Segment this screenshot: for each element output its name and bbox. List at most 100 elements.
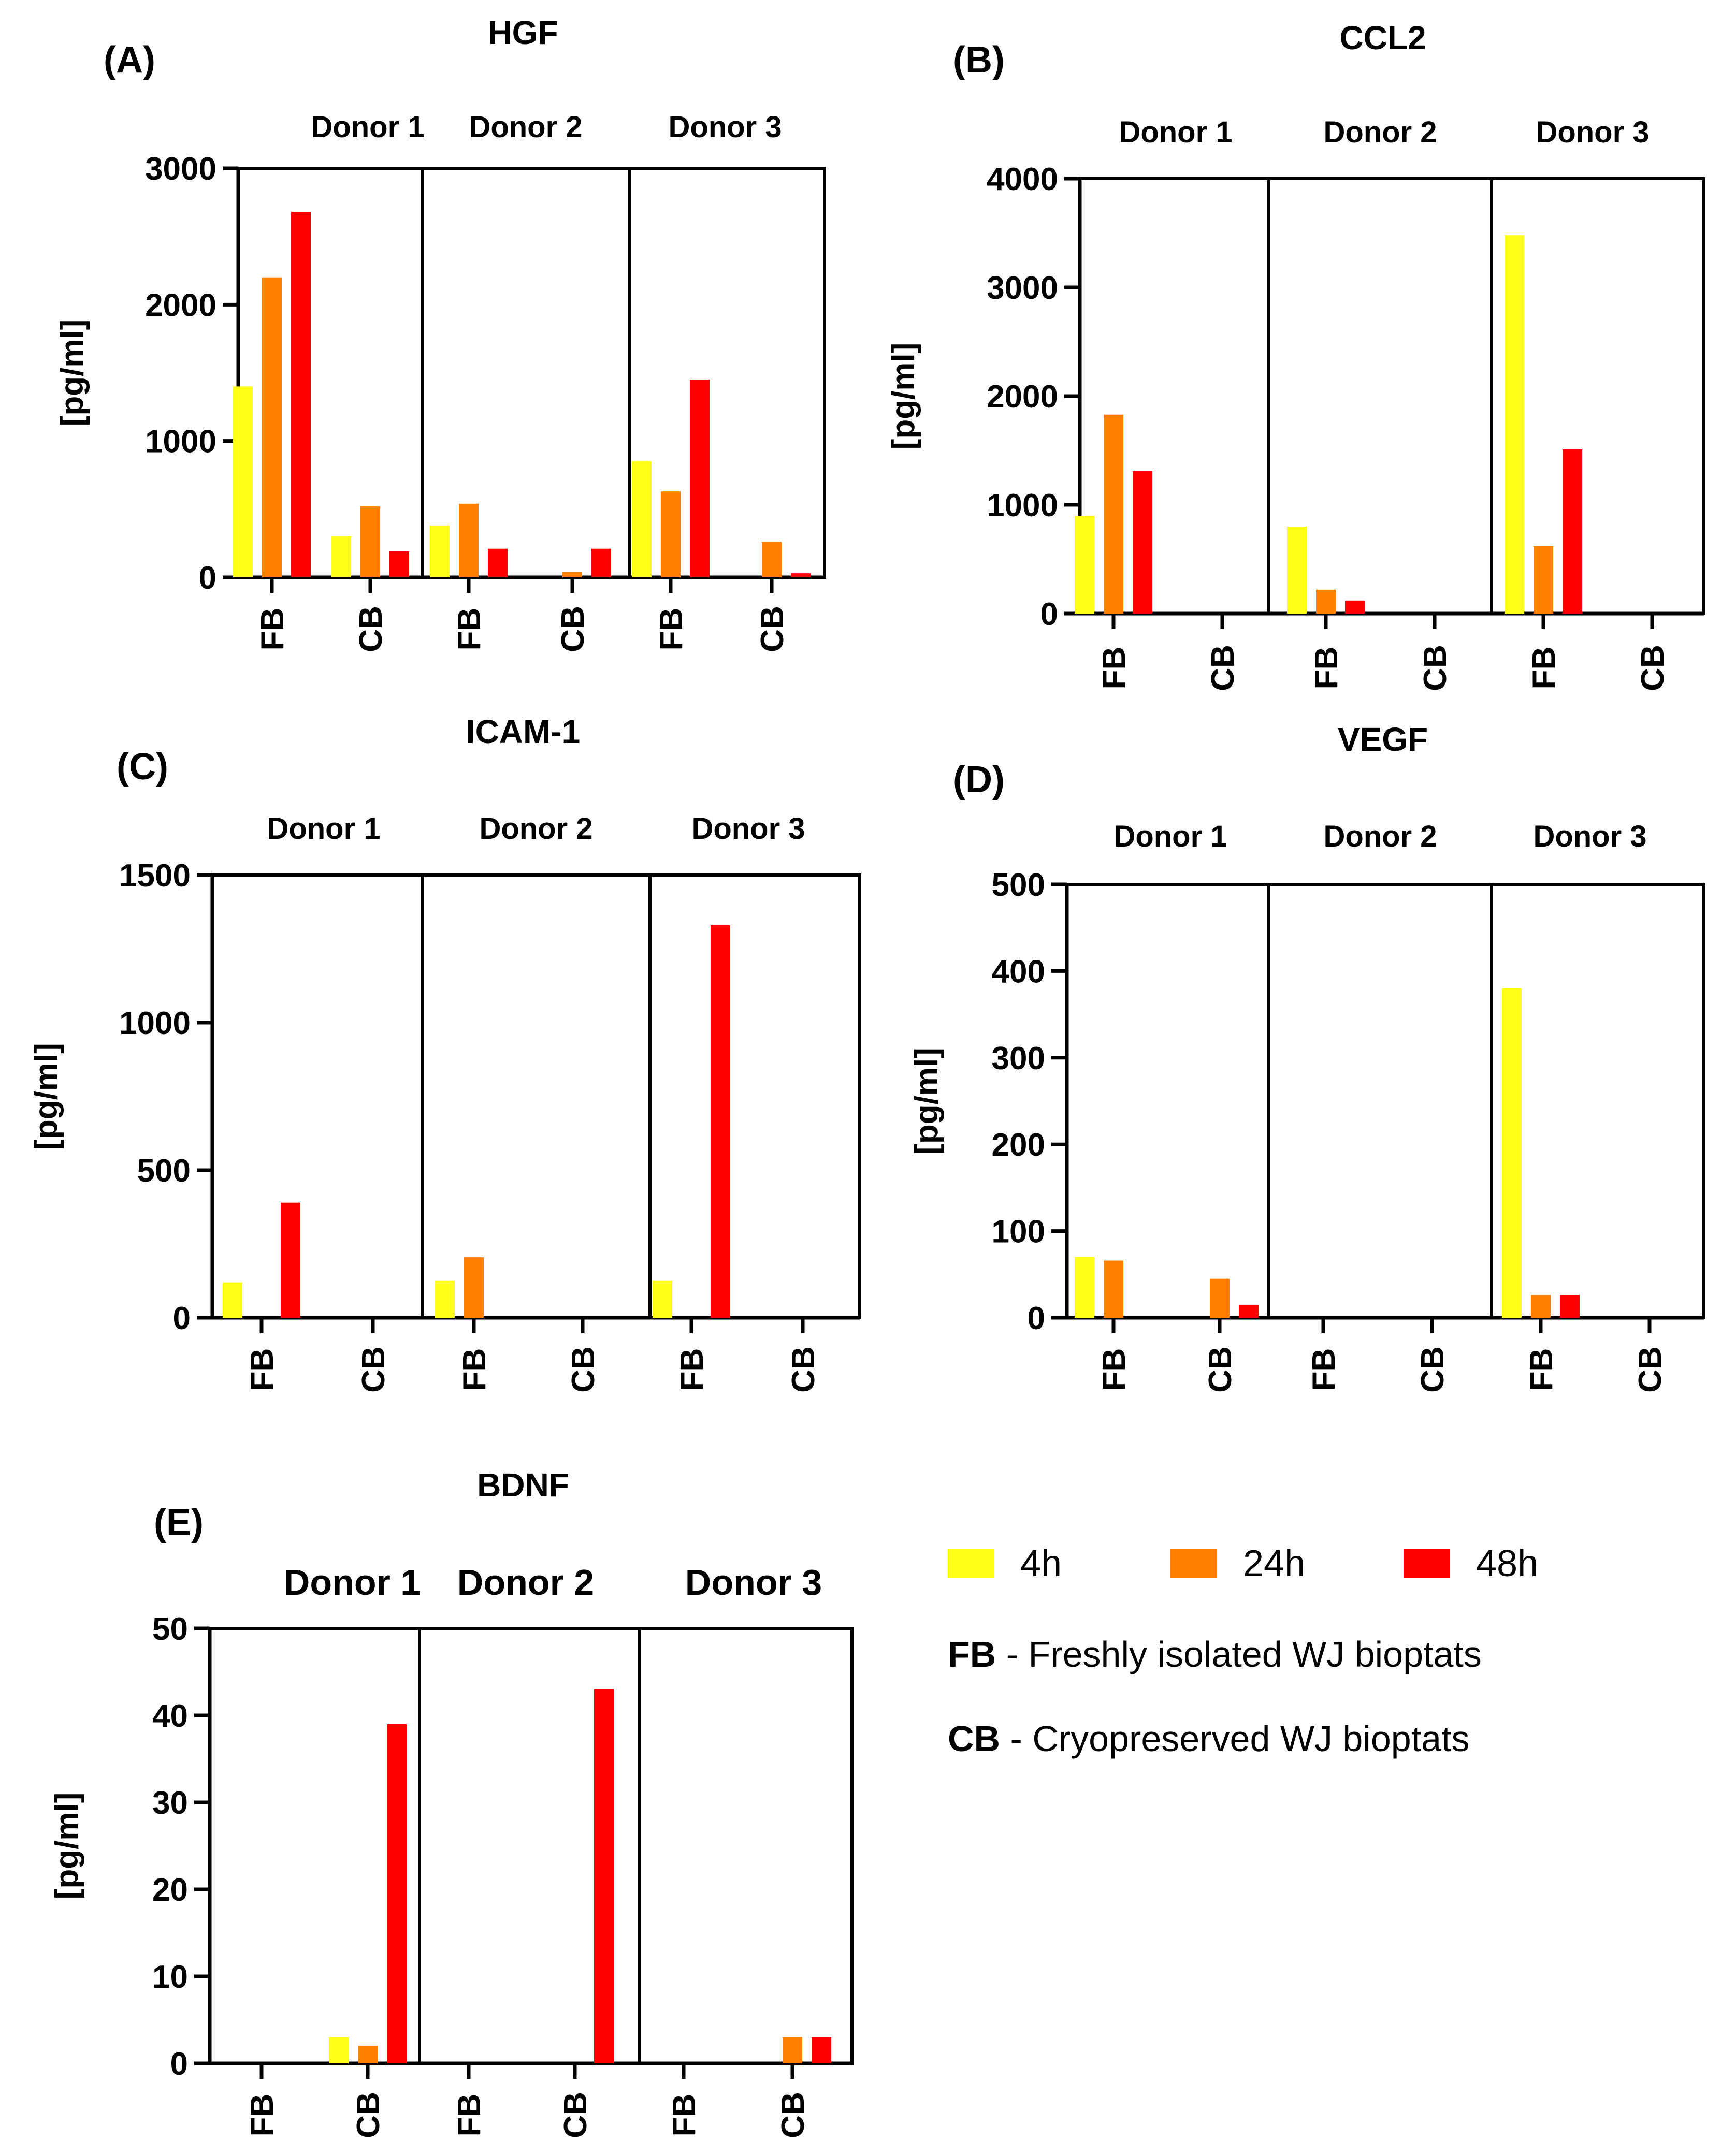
legend-swatch-4h bbox=[948, 1549, 994, 1578]
y-axis-label: [pg/ml] bbox=[909, 1047, 945, 1155]
donor-label: Donor 1 bbox=[1113, 820, 1227, 853]
bar bbox=[1534, 546, 1553, 614]
y-tick-label: 20 bbox=[152, 1872, 188, 1908]
chart-title: BDNF bbox=[477, 1466, 569, 1504]
x-tick-label: CB bbox=[555, 606, 591, 652]
chart-title: HGF bbox=[488, 14, 558, 51]
donor-label: Donor 2 bbox=[457, 1562, 594, 1603]
bar bbox=[1505, 235, 1524, 614]
donor-box bbox=[1065, 883, 1270, 1319]
y-tick-label: 2000 bbox=[987, 379, 1058, 415]
donor-box bbox=[1490, 883, 1705, 1319]
chart-panel-2: (C) ICAM-1 [pg/ml] 0 500 1000 1500 Donor 1 FB CB D… bbox=[28, 713, 861, 1393]
x-tick-label: CB bbox=[1418, 645, 1453, 691]
donor-label: Donor 1 bbox=[1119, 115, 1232, 149]
panel-label: (B) bbox=[953, 39, 1005, 81]
bar bbox=[435, 1280, 455, 1318]
donor-box bbox=[211, 873, 424, 1319]
x-tick-label: CB bbox=[1415, 1346, 1451, 1393]
bar bbox=[389, 551, 409, 577]
legend-note-cb-text: - Cryopreserved WJ bioptats bbox=[1000, 1718, 1470, 1759]
chart-panel-1: (B) CCL2 [pg/ml] 0 1000 2000 3000 4000 Donor 1 FB… bbox=[886, 19, 1705, 691]
y-tick-label: 3000 bbox=[145, 151, 216, 187]
bar bbox=[690, 380, 710, 577]
x-tick-label: FB bbox=[1526, 647, 1562, 690]
donor-label: Donor 2 bbox=[479, 812, 592, 846]
y-tick-label: 30 bbox=[152, 1785, 188, 1821]
bar bbox=[1239, 1304, 1259, 1318]
panel-label: (A) bbox=[104, 39, 155, 81]
donor-label: Donor 3 bbox=[668, 110, 782, 144]
x-tick-label: CB bbox=[1203, 1346, 1238, 1393]
y-tick-label: 10 bbox=[152, 1959, 188, 1995]
donor-label: Donor 1 bbox=[284, 1562, 421, 1603]
x-tick-label: FB bbox=[244, 1348, 280, 1391]
bar bbox=[430, 525, 450, 577]
y-tick-label: 3000 bbox=[987, 270, 1058, 306]
x-tick-label: CB bbox=[755, 606, 790, 652]
bar bbox=[459, 503, 479, 577]
bar bbox=[1563, 449, 1582, 614]
bar bbox=[464, 1257, 484, 1318]
bar bbox=[762, 542, 782, 577]
chart-title: VEGF bbox=[1338, 721, 1428, 758]
y-tick-label: 500 bbox=[137, 1153, 191, 1189]
bar bbox=[331, 536, 351, 577]
legend-item-24h: 24h bbox=[1170, 1543, 1305, 1584]
x-tick-label: CB bbox=[353, 606, 389, 652]
x-tick-label: FB bbox=[244, 2094, 280, 2137]
panel-label: (D) bbox=[953, 759, 1005, 800]
y-tick-label: 1000 bbox=[119, 1006, 191, 1041]
y-tick-label: 0 bbox=[199, 560, 216, 596]
y-tick-label: 1500 bbox=[119, 858, 191, 894]
donor-label: Donor 3 bbox=[1533, 820, 1646, 853]
y-tick-label: 50 bbox=[152, 1611, 188, 1647]
x-tick-label: FB bbox=[674, 1348, 710, 1391]
y-tick-label: 40 bbox=[152, 1698, 188, 1734]
bar bbox=[562, 572, 582, 577]
donor-box bbox=[421, 167, 631, 579]
y-axis-label: [pg/ml] bbox=[28, 1043, 64, 1150]
bar bbox=[1502, 988, 1522, 1318]
bar bbox=[594, 1689, 614, 2063]
x-tick-label: FB bbox=[452, 2094, 487, 2137]
donor-label: Donor 1 bbox=[311, 110, 424, 144]
y-axis-label: [pg/ml] bbox=[886, 343, 921, 450]
y-tick-label: 0 bbox=[1040, 596, 1058, 632]
x-tick-label: FB bbox=[1096, 647, 1132, 690]
donor-label: Donor 3 bbox=[1536, 115, 1649, 149]
bar bbox=[291, 212, 311, 577]
x-tick-label: CB bbox=[351, 2092, 386, 2138]
bar bbox=[233, 386, 253, 577]
legend-label-4h: 4h bbox=[1020, 1543, 1062, 1584]
legend-note-fb-abbr: FB bbox=[948, 1634, 996, 1674]
chart-panel-0: (A) HGF [pg/ml] 0 1000 2000 3000 Donor 1 FB CB Don… bbox=[54, 14, 826, 652]
y-tick-label: 500 bbox=[992, 867, 1045, 903]
bar bbox=[783, 2037, 802, 2063]
x-tick-label: FB bbox=[457, 1348, 493, 1391]
x-tick-label: FB bbox=[1306, 1348, 1342, 1391]
y-tick-label: 0 bbox=[170, 2046, 188, 2082]
chart-title: ICAM-1 bbox=[466, 713, 580, 750]
legend-note-fb-text: - Freshly isolated WJ bioptats bbox=[996, 1634, 1482, 1674]
x-tick-label: CB bbox=[566, 1346, 601, 1393]
donor-label: Donor 2 bbox=[1323, 115, 1437, 149]
bar bbox=[661, 491, 681, 577]
y-tick-label: 2000 bbox=[145, 287, 216, 323]
legend-note-fb: FB - Freshly isolated WJ bioptats bbox=[948, 1634, 1482, 1675]
y-axis-label: [pg/ml] bbox=[54, 319, 90, 427]
bar bbox=[711, 925, 730, 1318]
bar bbox=[1104, 414, 1123, 614]
x-tick-label: CB bbox=[1635, 645, 1671, 691]
bar bbox=[360, 506, 380, 577]
x-tick-label: FB bbox=[1524, 1348, 1559, 1391]
legend: 4h 24h 48h FB - Freshly isolated WJ biop… bbox=[948, 1522, 1673, 1759]
bar bbox=[1531, 1295, 1551, 1318]
bar bbox=[387, 1724, 407, 2063]
x-tick-label: FB bbox=[255, 608, 291, 651]
x-tick-label: FB bbox=[1309, 647, 1344, 690]
bar bbox=[1210, 1278, 1230, 1318]
bar bbox=[1133, 471, 1152, 614]
legend-note-cb-abbr: CB bbox=[948, 1718, 1001, 1759]
x-tick-label: CB bbox=[356, 1346, 392, 1393]
